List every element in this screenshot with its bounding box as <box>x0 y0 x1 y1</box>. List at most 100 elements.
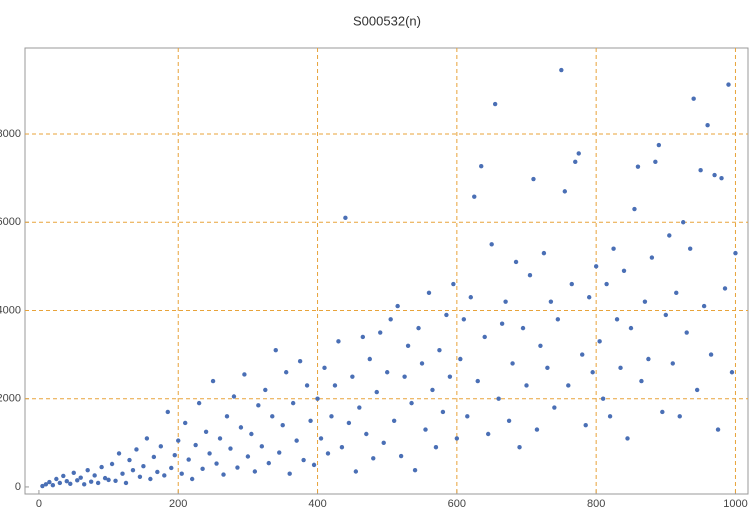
point <box>402 374 407 379</box>
point <box>604 281 609 287</box>
point <box>256 403 261 408</box>
point <box>238 425 244 430</box>
point <box>61 473 66 479</box>
point <box>701 303 707 309</box>
point <box>144 436 150 441</box>
point <box>200 466 205 472</box>
point <box>123 480 129 486</box>
point <box>430 387 435 393</box>
point <box>677 414 682 419</box>
point <box>670 361 675 366</box>
point <box>245 454 251 459</box>
y-tick-label: 0 <box>15 481 21 493</box>
point <box>47 479 52 485</box>
point <box>221 472 226 477</box>
point <box>364 431 369 437</box>
point <box>294 438 299 443</box>
point <box>301 457 306 463</box>
point <box>580 352 585 357</box>
point <box>311 462 317 468</box>
point <box>290 400 296 406</box>
point <box>412 467 418 473</box>
point <box>618 365 623 371</box>
plot-frame <box>24 47 749 495</box>
point <box>304 383 310 388</box>
point <box>485 431 491 437</box>
point <box>423 427 428 432</box>
point <box>691 96 696 101</box>
point <box>489 242 494 247</box>
point <box>109 461 115 467</box>
point <box>75 478 80 483</box>
point <box>339 445 345 450</box>
point <box>534 427 540 432</box>
point <box>715 427 721 432</box>
x-tick-label: 0 <box>36 498 42 510</box>
point <box>472 194 477 199</box>
point <box>458 356 463 362</box>
point <box>155 469 160 475</box>
point <box>454 436 460 441</box>
point <box>137 474 143 479</box>
point <box>297 359 303 364</box>
point <box>398 453 404 459</box>
point <box>224 414 230 419</box>
point <box>113 478 118 483</box>
y-tick-label: 6000 <box>0 216 21 228</box>
point <box>440 409 446 415</box>
point <box>653 159 658 165</box>
point <box>116 451 122 456</box>
point <box>381 440 386 446</box>
point <box>583 422 588 428</box>
point <box>343 215 348 221</box>
point <box>729 370 735 375</box>
point <box>416 325 421 331</box>
chart-title: S000532(n) <box>353 13 421 28</box>
point <box>625 436 630 441</box>
point <box>102 475 108 481</box>
point <box>694 387 700 393</box>
point <box>332 383 338 388</box>
point <box>308 418 313 423</box>
point <box>367 356 372 362</box>
point <box>548 299 554 304</box>
point <box>520 325 526 331</box>
point <box>151 454 157 460</box>
point <box>513 259 519 265</box>
point <box>607 414 613 419</box>
point <box>517 445 522 450</box>
point <box>538 343 543 348</box>
point <box>573 159 578 165</box>
y-tick-label: 8000 <box>0 128 21 140</box>
point <box>726 82 731 87</box>
point <box>169 465 174 471</box>
point <box>451 281 456 287</box>
point <box>527 272 533 278</box>
point <box>259 444 265 449</box>
point <box>506 418 512 423</box>
point <box>210 378 216 384</box>
point <box>64 479 69 484</box>
point <box>95 480 101 486</box>
point <box>593 264 599 269</box>
point <box>196 400 202 406</box>
point <box>158 444 164 449</box>
point <box>503 299 508 304</box>
point <box>719 175 724 181</box>
point <box>524 383 529 388</box>
point <box>614 317 620 322</box>
point <box>708 352 714 357</box>
point <box>566 383 571 388</box>
point <box>632 206 637 212</box>
point <box>687 246 693 251</box>
point <box>315 396 320 401</box>
point <box>280 422 285 428</box>
point <box>482 334 487 340</box>
point <box>663 312 669 318</box>
point <box>586 295 592 300</box>
point <box>600 396 606 401</box>
point <box>656 142 662 148</box>
point <box>371 456 376 461</box>
point <box>541 250 547 256</box>
